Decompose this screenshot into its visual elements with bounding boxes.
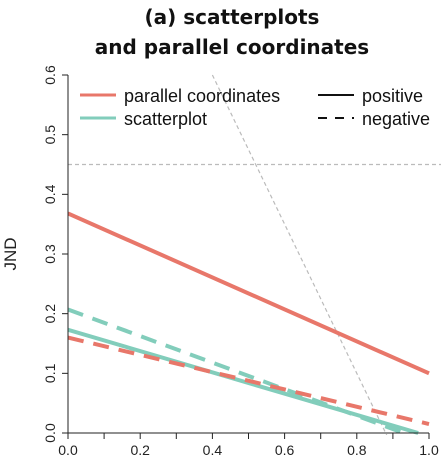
chart-subtitle: and parallel coordinates <box>95 35 369 59</box>
y-tick-label: 0.0 <box>42 423 58 443</box>
legend-item-positive: positive <box>318 86 423 106</box>
reference-line-diagonal <box>211 74 388 435</box>
y-tick-label: 0.6 <box>42 65 58 85</box>
x-tick-label: 0.2 <box>130 442 150 458</box>
legend-item-scatterplot: scatterplot <box>80 109 207 129</box>
y-tick-label: 0.1 <box>42 363 58 383</box>
y-tick-label: 0.2 <box>42 304 58 324</box>
chart-title: (a) scatterplots <box>145 5 320 29</box>
legend: parallel coordinates scatterplot positiv… <box>80 86 430 129</box>
y-axis-label: JND <box>1 237 20 270</box>
legend-label-scatterplot: scatterplot <box>124 109 207 129</box>
legend-item-parallel-coordinates: parallel coordinates <box>80 86 280 106</box>
x-tick-label: 0.0 <box>58 442 78 458</box>
x-tick-label: 0.8 <box>347 442 367 458</box>
x-tick-label: 1.0 <box>419 442 439 458</box>
legend-item-negative: negative <box>318 109 430 129</box>
legend-label-parallel-coordinates: parallel coordinates <box>124 86 280 106</box>
reference-lines <box>68 74 441 435</box>
series-lines <box>68 211 430 435</box>
x-tick-label: 0.6 <box>275 442 295 458</box>
y-axis-ticks: 0.0 0.1 0.2 0.3 0.4 0.5 0.6 <box>42 65 68 443</box>
series-line-parallel-coordinates-negative <box>68 335 430 426</box>
x-axis-label: r <box>246 462 252 465</box>
x-tick-label: 0.4 <box>203 442 223 458</box>
legend-label-positive: positive <box>362 86 423 106</box>
series-line-scatterplot-positive <box>68 327 419 435</box>
axes: 0.0 0.2 0.4 0.6 0.8 1.0 0.0 0.1 0.2 0.3 0.4 0.5 0.6 <box>42 65 439 458</box>
y-tick-label: 0.4 <box>42 184 58 204</box>
y-tick-label: 0.3 <box>42 244 58 264</box>
y-tick-label: 0.5 <box>42 125 58 145</box>
legend-label-negative: negative <box>362 109 430 129</box>
x-axis-ticks: 0.0 0.2 0.4 0.6 0.8 1.0 <box>58 433 439 458</box>
series-line-parallel-coordinates-positive <box>68 211 430 376</box>
